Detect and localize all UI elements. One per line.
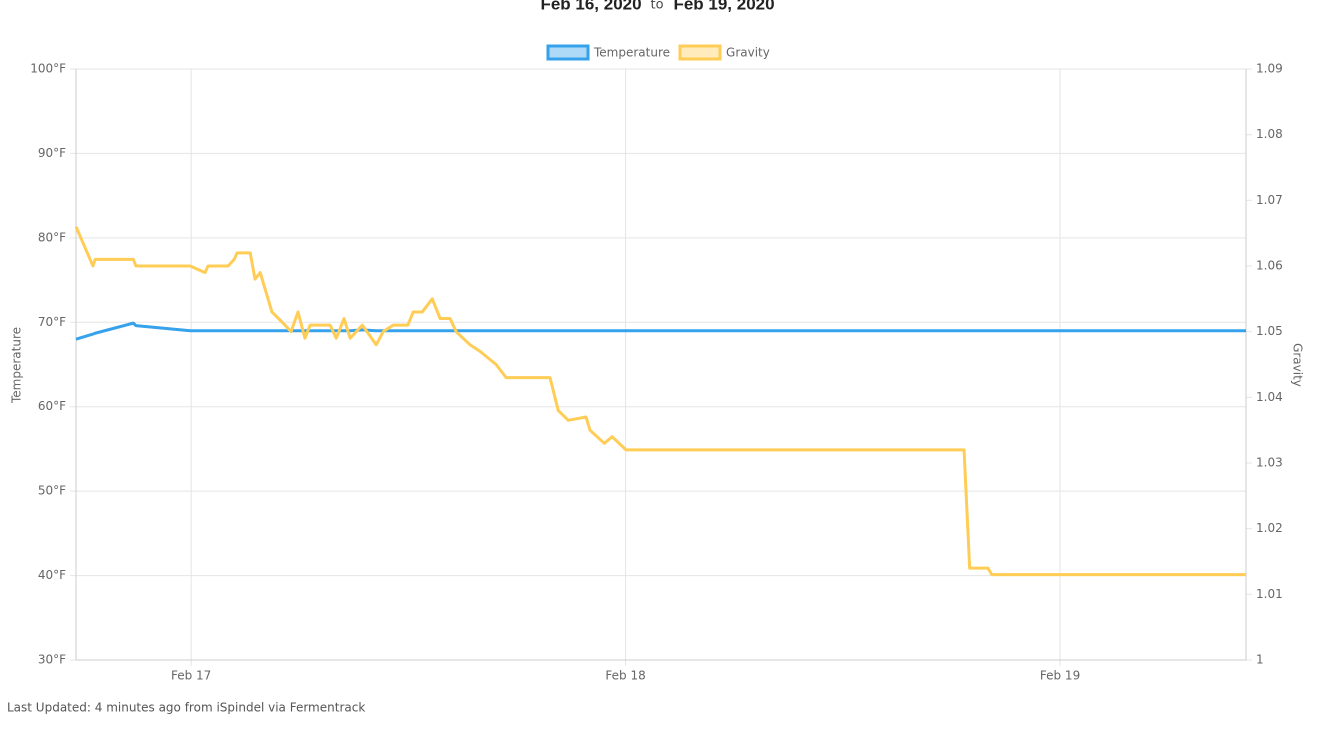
x-tick-label: Feb 18 [605, 669, 645, 683]
y2-tick-label: 1.04 [1256, 390, 1283, 404]
y-axis-title: Temperature [10, 327, 24, 404]
y-tick-label: 90°F [38, 146, 66, 160]
y2-tick-label: 1.06 [1256, 259, 1283, 273]
y2-tick-label: 1.07 [1256, 193, 1283, 207]
series-line [74, 226, 1246, 577]
legend-swatch [546, 44, 590, 61]
series-line [75, 321, 1246, 341]
y2-tick-label: 1.08 [1256, 127, 1283, 141]
y2-tick-label: 1.09 [1256, 62, 1283, 76]
start-date: Feb 16, 2020 [540, 0, 641, 13]
y-tick-label: 30°F [38, 653, 66, 667]
y-tick-label: 70°F [38, 315, 66, 329]
y2-tick-label: 1.03 [1256, 456, 1283, 470]
y-tick-label: 40°F [38, 568, 66, 582]
legend-label: Temperature [593, 46, 670, 60]
y-tick-label: 60°F [38, 399, 66, 413]
y-tick-label: 80°F [38, 230, 66, 244]
end-date: Feb 19, 2020 [673, 0, 774, 13]
legend-swatch [678, 44, 722, 61]
y2-tick-label: 1.05 [1256, 324, 1283, 338]
y2-axis-title: Gravity [1291, 343, 1305, 387]
date-separator: to [650, 0, 663, 13]
y-tick-label: 100°F [30, 62, 66, 76]
y2-tick-label: 1 [1256, 653, 1264, 667]
legend-label: Gravity [726, 46, 770, 60]
x-tick-label: Feb 19 [1040, 669, 1080, 683]
y2-tick-label: 1.02 [1256, 521, 1283, 535]
y-tick-label: 50°F [38, 484, 66, 498]
y2-tick-label: 1.01 [1256, 587, 1283, 601]
footer: Last Updated: 4 minutes ago from iSpinde… [7, 701, 365, 715]
x-tick-label: Feb 17 [171, 669, 211, 683]
